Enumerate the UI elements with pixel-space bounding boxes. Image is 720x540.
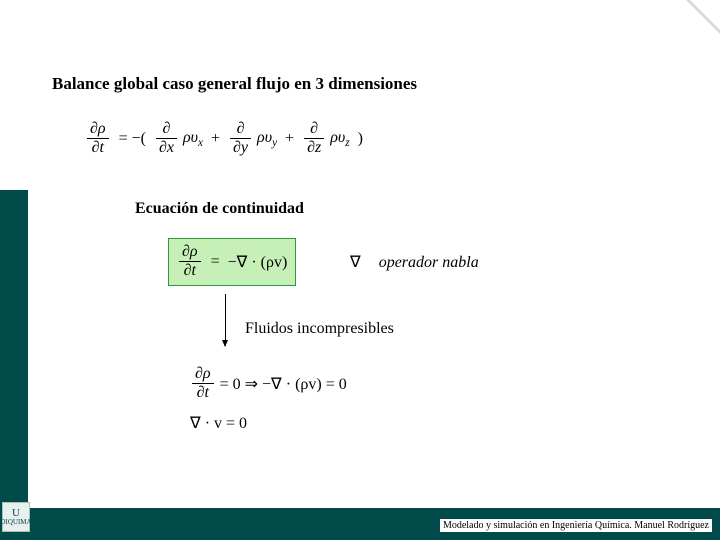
subtitle-continuity: Ecuación de continuidad [135,200,304,218]
nabla-operator-note: ∇ operador nabla [350,252,479,272]
subtitle-incompressible: Fluidos incompresibles [245,320,394,338]
equation-3: ∂ρ ∂t = 0 ⇒ −∇ · (ρv) = 0 ∇ · v = 0 [190,365,347,433]
equation-1: ∂ρ ∂t = −( ∂ ∂x ρυx + ∂ ∂y ρυy + ∂ ∂z ρυ… [85,120,367,158]
footer-text: Modelado y simulación en Ingeniería Quím… [440,519,712,532]
corner-fold [686,0,720,34]
arrow-down [225,294,226,346]
page-title: Balance global caso general flujo en 3 d… [52,74,417,94]
logo: U DIQUIMA [2,502,30,532]
left-stripe [0,190,28,508]
equation-2-highlighted: ∂ρ ∂t = −∇ · (ρv) [168,238,296,286]
